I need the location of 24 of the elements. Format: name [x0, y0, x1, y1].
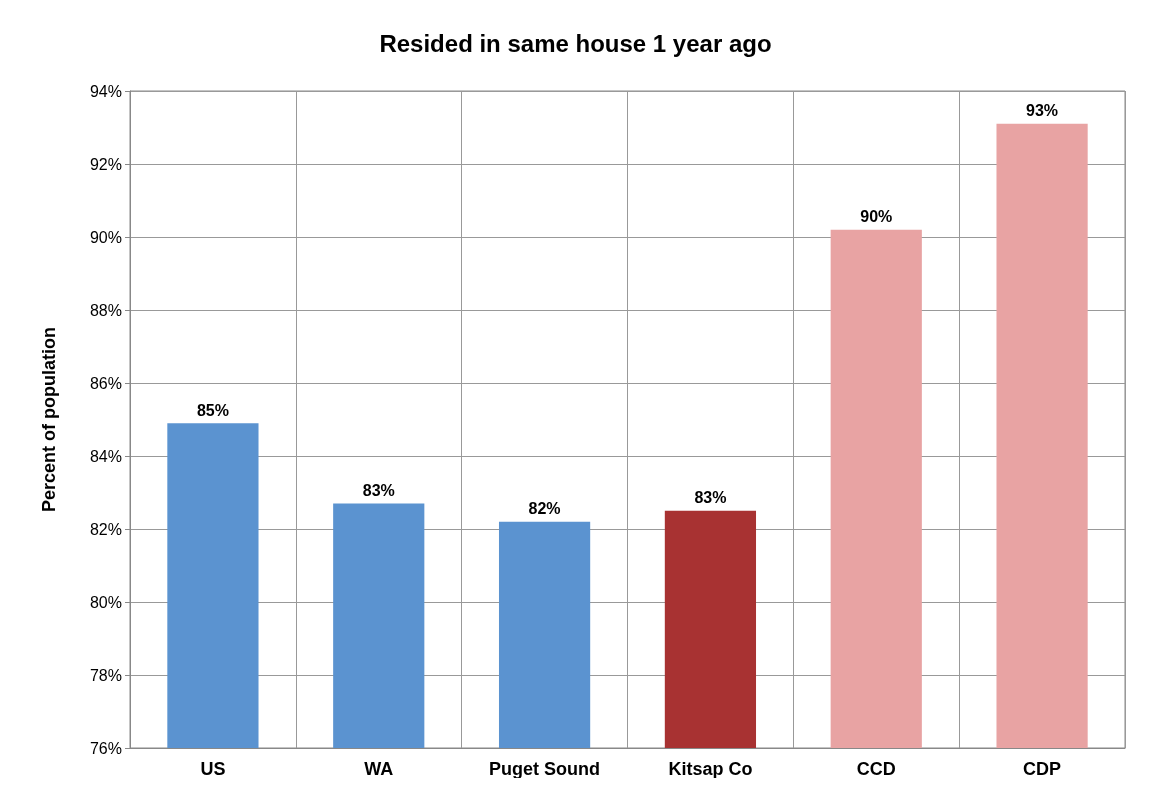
- y-tick-label: 94%: [89, 82, 122, 100]
- y-tick-label: 80%: [89, 593, 122, 611]
- y-tick-label: 76%: [89, 739, 122, 757]
- x-tick-label: US: [200, 759, 226, 779]
- y-tick-label: 78%: [89, 666, 122, 684]
- x-tick-label: CDP: [1023, 759, 1062, 779]
- data-label: 93%: [1026, 102, 1059, 120]
- data-label: 83%: [362, 481, 395, 499]
- x-tick-label: Puget Sound: [489, 759, 601, 779]
- y-tick-label: 84%: [89, 447, 122, 465]
- data-label: 90%: [860, 208, 893, 226]
- y-tick-label: 92%: [89, 155, 122, 173]
- data-label: 82%: [528, 500, 561, 518]
- chart-title: Resided in same house 1 year ago: [379, 29, 772, 57]
- y-tick-label: 90%: [89, 228, 122, 246]
- y-axis-title: Percent of population: [39, 326, 59, 513]
- y-tick-label: 88%: [89, 301, 122, 319]
- x-tick-label: WA: [364, 759, 394, 779]
- y-tick-label: 82%: [89, 520, 122, 538]
- y-tick-label: 86%: [89, 374, 122, 392]
- x-tick-label: Kitsap Co: [668, 759, 753, 779]
- data-label: 83%: [694, 489, 727, 507]
- data-label: 85%: [196, 401, 229, 419]
- x-tick-label: CCD: [856, 759, 896, 779]
